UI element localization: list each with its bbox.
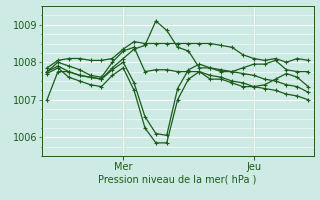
X-axis label: Pression niveau de la mer( hPa ): Pression niveau de la mer( hPa ) xyxy=(99,174,257,184)
